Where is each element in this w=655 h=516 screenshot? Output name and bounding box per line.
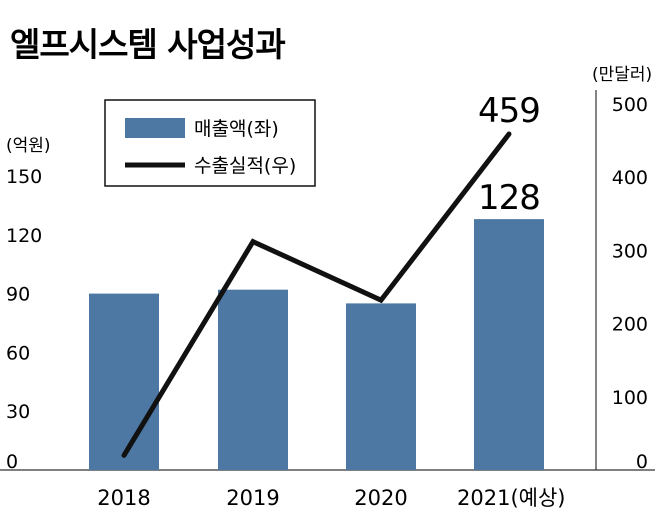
x-tick-label: 2018 (97, 486, 150, 510)
legend-label-bar: 매출액(좌) (194, 118, 279, 140)
legend-label-line: 수출실적(우) (194, 155, 296, 177)
line-path (121, 131, 512, 458)
bar-series (89, 219, 544, 470)
left-axis-unit: (억원) (6, 136, 51, 156)
x-tick-label: 2020 (354, 486, 407, 510)
line-series (121, 131, 512, 458)
legend-box (104, 99, 316, 187)
right-tick-label: 300 (612, 240, 648, 262)
bar (218, 289, 288, 470)
right-tick-label: 400 (612, 167, 648, 189)
left-tick-label: 120 (6, 225, 42, 247)
left-tick-label: 30 (6, 401, 30, 423)
right-tick-label: 0 (636, 451, 648, 473)
legend: 매출액(좌) 수출실적(우) (104, 99, 316, 187)
bar (89, 293, 159, 470)
chart-title: 엘프시스템 사업성과 (10, 25, 285, 64)
left-tick-label: 90 (6, 284, 30, 306)
data-labels: 128 459 (478, 91, 541, 218)
left-tick-label: 150 (6, 166, 42, 188)
x-tick-label: 2019 (226, 486, 279, 510)
right-tick-label: 500 (612, 94, 648, 116)
data-label: 459 (478, 91, 540, 131)
right-tick-label: 200 (612, 314, 648, 336)
x-tick-label: 2021(예상) (457, 486, 565, 510)
left-tick-label: 0 (6, 451, 18, 473)
bar (346, 303, 416, 470)
left-axis-ticks: 0 30 60 90 120 150 (6, 166, 42, 473)
data-label: 128 (478, 178, 540, 218)
x-axis-labels: 2018 2019 2020 2021(예상) (97, 486, 565, 510)
legend-swatch-bar (125, 118, 185, 138)
right-axis-ticks: 0 100 200 300 400 500 (612, 94, 648, 473)
right-axis-unit: (만달러) (592, 65, 652, 85)
right-tick-label: 100 (612, 387, 648, 409)
left-tick-label: 60 (6, 342, 30, 364)
bar (474, 219, 544, 470)
